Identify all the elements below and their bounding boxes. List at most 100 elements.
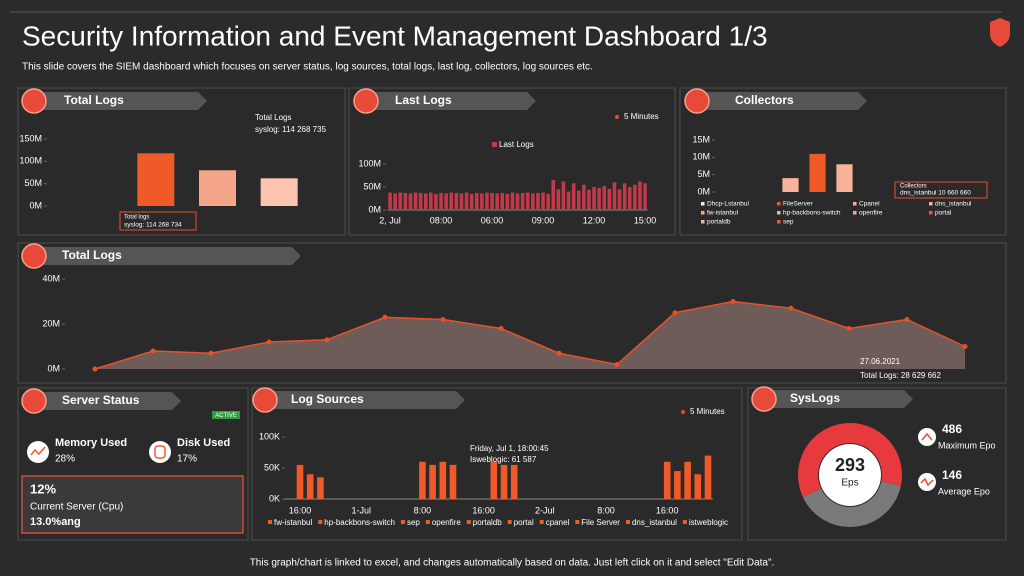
- bar: [638, 181, 642, 210]
- area-fill: [95, 301, 965, 369]
- bar: [260, 178, 298, 206]
- legend-label: File Server: [581, 518, 620, 527]
- annotation-text: Total Logs: 28 629 662: [860, 371, 942, 380]
- bar: [469, 193, 474, 210]
- point: [730, 299, 736, 304]
- x-tick-label: 16:00: [472, 505, 495, 515]
- bar: [510, 464, 518, 499]
- bar: [551, 180, 556, 210]
- y-tick-label: 100M: [358, 158, 381, 168]
- x-tick-label: 16:00: [289, 505, 312, 515]
- bar: [782, 178, 799, 192]
- legend-swatch: [701, 220, 705, 224]
- footer-note: This graph/chart is linked to excel, and…: [250, 558, 775, 569]
- bar: [490, 461, 498, 499]
- disk-label: Disk Used: [177, 437, 230, 449]
- bar: [520, 192, 525, 210]
- bar: [490, 192, 494, 210]
- legend-swatch: [625, 520, 630, 524]
- legend-swatch: [268, 520, 272, 524]
- panel-header: [35, 247, 301, 265]
- bar: [474, 192, 479, 210]
- point: [324, 337, 330, 343]
- disk-icon: [149, 441, 171, 463]
- point: [904, 317, 910, 322]
- bar: [674, 471, 681, 499]
- bar: [510, 192, 515, 210]
- bar: [423, 193, 428, 210]
- legend-label: portal: [514, 518, 534, 527]
- chart-subtitle: 5 Minutes: [624, 112, 659, 121]
- stat-label: Maximum Epo: [938, 440, 996, 450]
- panel-icon: [21, 388, 47, 414]
- y-tick-label: 0M: [697, 186, 710, 196]
- x-tick-label: 09:00: [532, 215, 555, 225]
- bar: [694, 474, 702, 499]
- y-tick-label: 0M: [368, 204, 381, 214]
- legend-swatch: [853, 202, 857, 206]
- stat-value: 486: [942, 422, 962, 436]
- legend-swatch: [539, 520, 544, 524]
- bar: [597, 187, 601, 210]
- panel-header: [35, 392, 181, 410]
- bar: [607, 188, 612, 210]
- legend-label: istweblogic: [689, 518, 728, 527]
- y-tick-label: 50M: [24, 178, 42, 188]
- panel-header: [265, 391, 465, 409]
- cpu-value: 12%: [30, 481, 56, 496]
- y-tick-label: 50K: [264, 462, 280, 472]
- point: [556, 350, 562, 356]
- y-tick-label: 20M: [42, 318, 60, 328]
- bar: [602, 186, 607, 210]
- legend-swatch: [929, 211, 933, 215]
- point: [962, 344, 968, 349]
- bar: [505, 193, 510, 210]
- panel-icon: [751, 386, 777, 412]
- panel-icon: [21, 243, 47, 269]
- point: [788, 305, 794, 311]
- legend-swatch: [777, 211, 781, 215]
- legend-swatch: [466, 520, 471, 524]
- bar: [566, 191, 571, 210]
- y-tick-label: 0M: [29, 200, 42, 210]
- status-badge-text: ACTIVE: [215, 413, 237, 419]
- bar: [454, 192, 459, 210]
- status-badge: [212, 411, 240, 419]
- bar: [449, 464, 457, 499]
- bar: [459, 193, 464, 210]
- y-tick-label: 0M: [47, 363, 60, 373]
- bar: [515, 193, 520, 210]
- legend-label: cpanel: [546, 518, 570, 527]
- donut-center: [819, 444, 881, 506]
- legend-swatch: [853, 211, 857, 215]
- x-tick-label: 2-Jul: [535, 505, 555, 515]
- memory-icon-glyph: [30, 446, 46, 456]
- line: [94, 300, 966, 370]
- bar: [296, 464, 304, 499]
- legend-label: hp-backbons-switch: [783, 210, 841, 217]
- tooltip-title: Total logs: [124, 215, 149, 221]
- tooltip-text: syslog: 114 268 734: [124, 222, 182, 229]
- x-tick-label: 15:00: [634, 215, 657, 225]
- stat-icon-glyph: [921, 432, 933, 441]
- panel-icon: [353, 88, 379, 114]
- tooltip-text: dns_istanbul 10 660 660: [900, 190, 971, 197]
- bar: [388, 192, 392, 210]
- bar: [561, 181, 566, 210]
- point: [382, 314, 388, 320]
- memory-value: 28%: [55, 454, 75, 465]
- legend-swatch: [701, 202, 705, 206]
- page-subtitle: This slide covers the SIEM dashboard whi…: [22, 62, 593, 73]
- bar: [627, 187, 632, 210]
- panel-header: [697, 92, 867, 110]
- chart-subtitle: 5 Minutes: [690, 407, 725, 416]
- bar: [485, 192, 489, 210]
- bar: [612, 182, 617, 210]
- legend-swatch: [929, 202, 933, 206]
- annotation-text: syslog: 114 268 735: [255, 125, 327, 134]
- panel-icon: [21, 88, 47, 114]
- point: [846, 326, 852, 331]
- legend-label: openfire: [432, 518, 461, 527]
- legend-label: openfire: [859, 210, 883, 217]
